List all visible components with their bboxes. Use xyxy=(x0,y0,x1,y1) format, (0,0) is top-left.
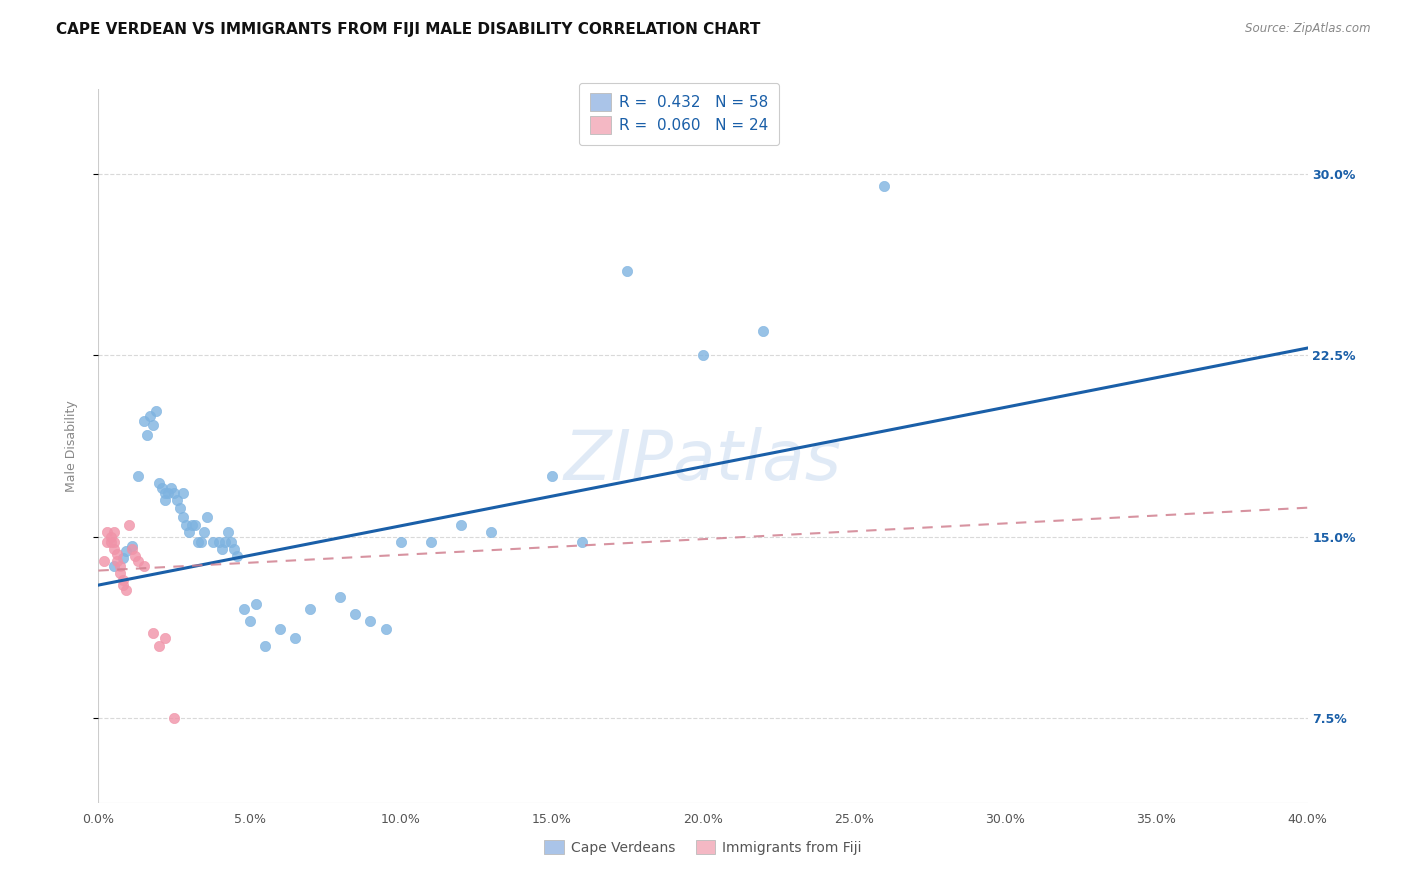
Point xyxy=(96,524,118,539)
Point xyxy=(105,547,128,561)
Point xyxy=(127,469,149,483)
Point xyxy=(752,324,775,338)
Point xyxy=(150,481,173,495)
Point xyxy=(232,602,254,616)
Point xyxy=(118,517,141,532)
Point xyxy=(540,469,562,483)
Point xyxy=(571,534,593,549)
Point xyxy=(139,409,162,423)
Point xyxy=(121,541,143,556)
Point xyxy=(156,486,179,500)
Point xyxy=(202,534,225,549)
Point xyxy=(481,524,503,539)
Point xyxy=(224,541,246,556)
Point xyxy=(692,348,714,362)
Point xyxy=(160,481,183,495)
Point xyxy=(195,510,218,524)
Point xyxy=(142,626,165,640)
Point xyxy=(181,517,204,532)
Point xyxy=(239,615,262,629)
Point xyxy=(193,524,215,539)
Point xyxy=(153,632,176,646)
Point xyxy=(360,615,382,629)
Point xyxy=(132,558,155,573)
Point xyxy=(329,590,352,604)
Point xyxy=(163,486,186,500)
Text: Source: ZipAtlas.com: Source: ZipAtlas.com xyxy=(1246,22,1371,36)
Point xyxy=(172,510,194,524)
Point xyxy=(142,418,165,433)
Point xyxy=(103,541,125,556)
Y-axis label: Male Disability: Male Disability xyxy=(65,401,77,491)
Point xyxy=(153,486,176,500)
Point xyxy=(103,558,125,573)
Point xyxy=(253,639,276,653)
Point xyxy=(214,534,236,549)
Text: ZIPatlas: ZIPatlas xyxy=(564,426,842,494)
Point xyxy=(211,541,233,556)
Point xyxy=(269,622,291,636)
Point xyxy=(226,549,249,563)
Point xyxy=(172,486,194,500)
Point xyxy=(132,414,155,428)
Point xyxy=(96,534,118,549)
Point xyxy=(616,263,638,277)
Point xyxy=(174,517,197,532)
Point xyxy=(221,534,243,549)
Point xyxy=(179,524,201,539)
Point xyxy=(245,598,267,612)
Point xyxy=(153,493,176,508)
Point xyxy=(121,540,143,554)
Point xyxy=(299,602,322,616)
Point xyxy=(190,534,212,549)
Point xyxy=(873,178,896,193)
Point xyxy=(108,558,131,573)
Point xyxy=(114,544,136,558)
Point xyxy=(163,711,186,725)
Point xyxy=(184,517,207,532)
Point xyxy=(148,639,170,653)
Point xyxy=(111,551,134,566)
Point xyxy=(145,404,167,418)
Point xyxy=(344,607,367,621)
Point xyxy=(135,428,157,442)
Point xyxy=(208,534,231,549)
Point xyxy=(187,534,209,549)
Point xyxy=(166,493,188,508)
Point xyxy=(217,524,239,539)
Point xyxy=(93,554,115,568)
Point xyxy=(374,622,396,636)
Point xyxy=(100,530,122,544)
Legend: Cape Verdeans, Immigrants from Fiji: Cape Verdeans, Immigrants from Fiji xyxy=(538,834,868,860)
Point xyxy=(169,500,191,515)
Point xyxy=(114,582,136,597)
Point xyxy=(108,566,131,580)
Point xyxy=(103,524,125,539)
Point xyxy=(111,578,134,592)
Point xyxy=(124,549,146,563)
Point xyxy=(148,476,170,491)
Text: CAPE VERDEAN VS IMMIGRANTS FROM FIJI MALE DISABILITY CORRELATION CHART: CAPE VERDEAN VS IMMIGRANTS FROM FIJI MAL… xyxy=(56,22,761,37)
Point xyxy=(111,574,134,588)
Point xyxy=(105,554,128,568)
Point xyxy=(103,534,125,549)
Point xyxy=(284,632,307,646)
Point xyxy=(127,554,149,568)
Point xyxy=(100,534,122,549)
Point xyxy=(450,517,472,532)
Point xyxy=(420,534,443,549)
Point xyxy=(389,534,412,549)
